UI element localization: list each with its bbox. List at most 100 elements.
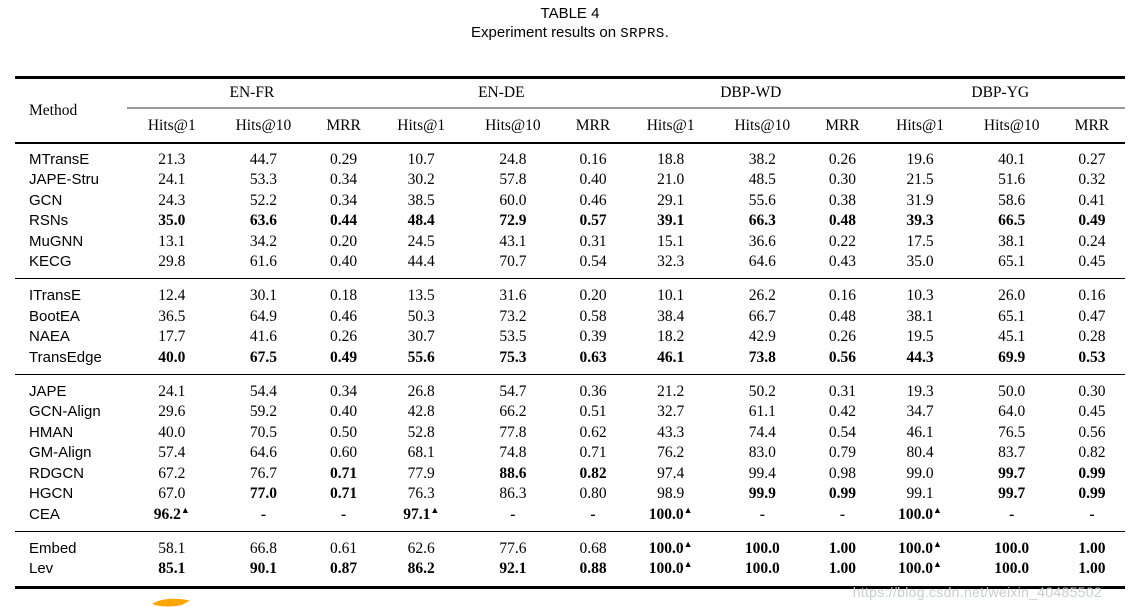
- table-row: JAPE-Stru 24.1 53.3 0.34 30.2 57.8 0.40 21.0 48.…: [15, 170, 1125, 190]
- value-cell: 0.47: [1078, 307, 1106, 325]
- metric-header-mrr: MRR: [1058, 108, 1125, 144]
- group-header-en-fr: EN-FR: [127, 77, 377, 109]
- value-cell: 99.1: [906, 485, 934, 503]
- caption-line: Experiment results on SRPRS.: [0, 23, 1140, 44]
- value-cell: 39.1: [657, 212, 685, 230]
- value-cell: 30.7: [407, 328, 435, 346]
- method-cell: KECG: [29, 253, 72, 271]
- method-cell: Embed: [15, 530, 128, 560]
- value-cell: 45.1: [998, 328, 1026, 346]
- metric-header-hits1: Hits@1: [626, 108, 716, 144]
- value-cell: 35.0: [158, 212, 186, 230]
- value-cell: 83.7: [998, 444, 1026, 462]
- value-cell: 38.1: [998, 232, 1026, 250]
- method-cell: BootEA: [29, 307, 80, 325]
- value-cell: 67.5: [249, 348, 277, 366]
- value-cell: 18.8: [657, 151, 685, 168]
- value-cell: 0.20: [330, 232, 358, 250]
- value-cell: 0.46: [579, 191, 607, 209]
- value-cell: 64.6: [748, 253, 776, 271]
- value-cell: 0.31: [809, 374, 876, 403]
- value-cell: 65.1: [998, 307, 1026, 325]
- dataset-name: SRPRS: [620, 26, 665, 42]
- value-cell: 13.5: [376, 278, 466, 307]
- table-row: GM-Align 57.4 64.6 0.60 68.1 74.8 0.71 76.2 83.0…: [15, 443, 1125, 463]
- value-cell: 99.7: [998, 464, 1026, 482]
- value-cell: 0.82: [1078, 444, 1106, 462]
- value-cell: 0.31: [579, 232, 607, 250]
- value-cell: 99.7: [998, 485, 1026, 503]
- caption-suffix: .: [664, 24, 669, 41]
- value-cell: -: [839, 505, 846, 523]
- value-cell: 58.6: [998, 191, 1026, 209]
- value-cell: 76.2: [657, 444, 685, 462]
- best-marker-icon: ▲: [933, 559, 942, 570]
- value-cell: 0.60: [330, 444, 358, 462]
- value-cell: 50.0: [964, 374, 1059, 403]
- table-row: CEA 96.2▲ - - 97.1▲ - - 100.0▲ - - 100.0▲ - -: [15, 505, 1125, 532]
- best-marker-icon: ▲: [933, 504, 942, 515]
- value-cell: 0.49: [330, 348, 358, 366]
- value-cell: 100.0▲: [648, 559, 693, 578]
- value-cell: 100.0▲: [898, 504, 942, 523]
- value-cell: 38.5: [407, 191, 435, 209]
- value-cell: 40.0: [158, 348, 186, 366]
- value-cell: 0.34: [310, 374, 377, 403]
- value-cell: 38.4: [657, 307, 685, 325]
- value-cell: 92.1: [499, 560, 527, 578]
- value-cell: 26.2: [715, 278, 810, 307]
- value-cell: 64.0: [998, 403, 1026, 421]
- method-cell: HGCN: [29, 485, 74, 503]
- value-cell: 0.51: [579, 403, 607, 421]
- method-cell: MTransE: [29, 151, 90, 168]
- table-row: TransEdge 40.0 67.5 0.49 55.6 75.3 0.63 46.1 73.…: [15, 348, 1125, 375]
- value-cell: 43.3: [657, 423, 685, 441]
- value-cell: -: [759, 505, 765, 523]
- value-cell: 0.56: [1078, 423, 1106, 441]
- value-cell: 67.0: [158, 485, 186, 503]
- value-cell: 0.26: [330, 328, 358, 346]
- value-cell: 42.8: [407, 403, 435, 421]
- value-cell: 40.1: [998, 151, 1026, 168]
- value-cell: 100.0: [994, 560, 1030, 578]
- value-cell: 66.5: [998, 212, 1026, 230]
- method-cell: ITransE: [15, 278, 128, 307]
- value-cell: 10.1: [626, 278, 716, 307]
- value-cell: 61.6: [249, 253, 277, 271]
- value-cell: 48.4: [407, 212, 435, 230]
- best-marker-icon: ▲: [683, 538, 693, 549]
- value-cell: 64.9: [249, 307, 277, 325]
- value-cell: 10.3: [875, 278, 965, 307]
- method-cell: CEA: [29, 505, 60, 523]
- value-cell: 0.99: [1078, 485, 1106, 503]
- value-cell: 35.0: [906, 253, 934, 271]
- value-cell: 0.30: [828, 171, 856, 189]
- value-cell: 24.1: [127, 374, 217, 403]
- value-cell: 85.1: [158, 560, 186, 578]
- value-cell: 66.3: [748, 212, 776, 230]
- value-cell: 13.1: [158, 232, 186, 250]
- value-cell: 0.71: [330, 464, 358, 482]
- value-cell: 70.5: [249, 423, 277, 441]
- value-cell: 68.1: [407, 444, 435, 462]
- value-cell: 38.2: [748, 151, 776, 168]
- value-cell: 100.0▲: [898, 559, 942, 578]
- value-cell: 29.1: [657, 191, 685, 209]
- value-cell: 100.0▲: [875, 530, 965, 560]
- metric-header-mrr: MRR: [809, 108, 876, 144]
- value-cell: 19.6: [906, 151, 934, 168]
- value-cell: 53.3: [249, 171, 277, 189]
- value-cell: 88.6: [499, 464, 527, 482]
- value-cell: 43.1: [499, 232, 527, 250]
- value-cell: 50.2: [715, 374, 810, 403]
- value-cell: 0.56: [828, 348, 856, 366]
- value-cell: 0.82: [579, 464, 607, 482]
- value-cell: 0.46: [330, 307, 358, 325]
- value-cell: 50.3: [407, 307, 435, 325]
- value-cell: 67.2: [158, 464, 186, 482]
- value-cell: 1.00: [1058, 530, 1125, 560]
- best-marker-icon: ▲: [180, 504, 190, 515]
- value-cell: 0.26: [828, 151, 856, 168]
- value-cell: 80.4: [906, 444, 934, 462]
- method-cell: NAEA: [29, 328, 70, 346]
